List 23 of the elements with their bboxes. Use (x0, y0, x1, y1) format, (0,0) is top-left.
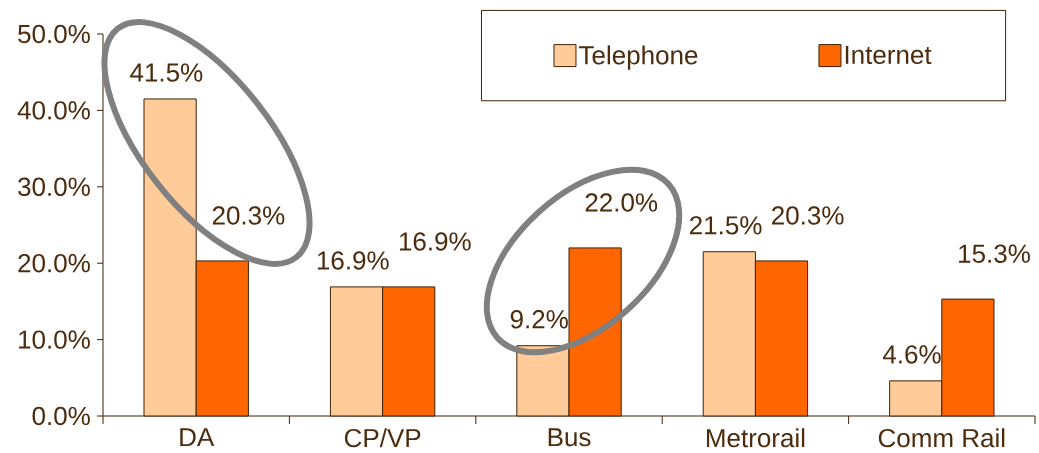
x-tick-label: Bus (548, 428, 591, 447)
y-tick-label: 40.0% (17, 101, 90, 120)
data-label: 22.0% (585, 193, 658, 212)
data-label: 21.5% (690, 216, 762, 235)
x-tick-label: DA (180, 428, 215, 447)
data-label: 41.5% (130, 63, 203, 82)
data-label: 20.3% (212, 206, 285, 225)
x-tick-label: Comm Rail (878, 428, 1005, 448)
legend-label: Telephone (579, 45, 698, 70)
y-tick-label: 0.0% (32, 406, 90, 426)
data-label: 16.9% (317, 251, 389, 270)
data-label: 4.6% (882, 345, 941, 364)
x-tick-label: Metrorail (706, 428, 805, 448)
data-label: 9.2% (510, 310, 568, 329)
data-label: 16.9% (399, 232, 471, 251)
data-label: 15.3% (959, 244, 1030, 263)
y-tick-label: 20.0% (18, 253, 90, 273)
x-tick-label: CP/VP (344, 428, 421, 448)
data-label: 20.3% (772, 206, 844, 225)
y-tick-label: 50.0% (18, 24, 90, 44)
y-tick-label: 30.0% (18, 177, 90, 196)
y-tick-label: 10.0% (19, 330, 90, 349)
legend-label: Internet (845, 45, 932, 65)
